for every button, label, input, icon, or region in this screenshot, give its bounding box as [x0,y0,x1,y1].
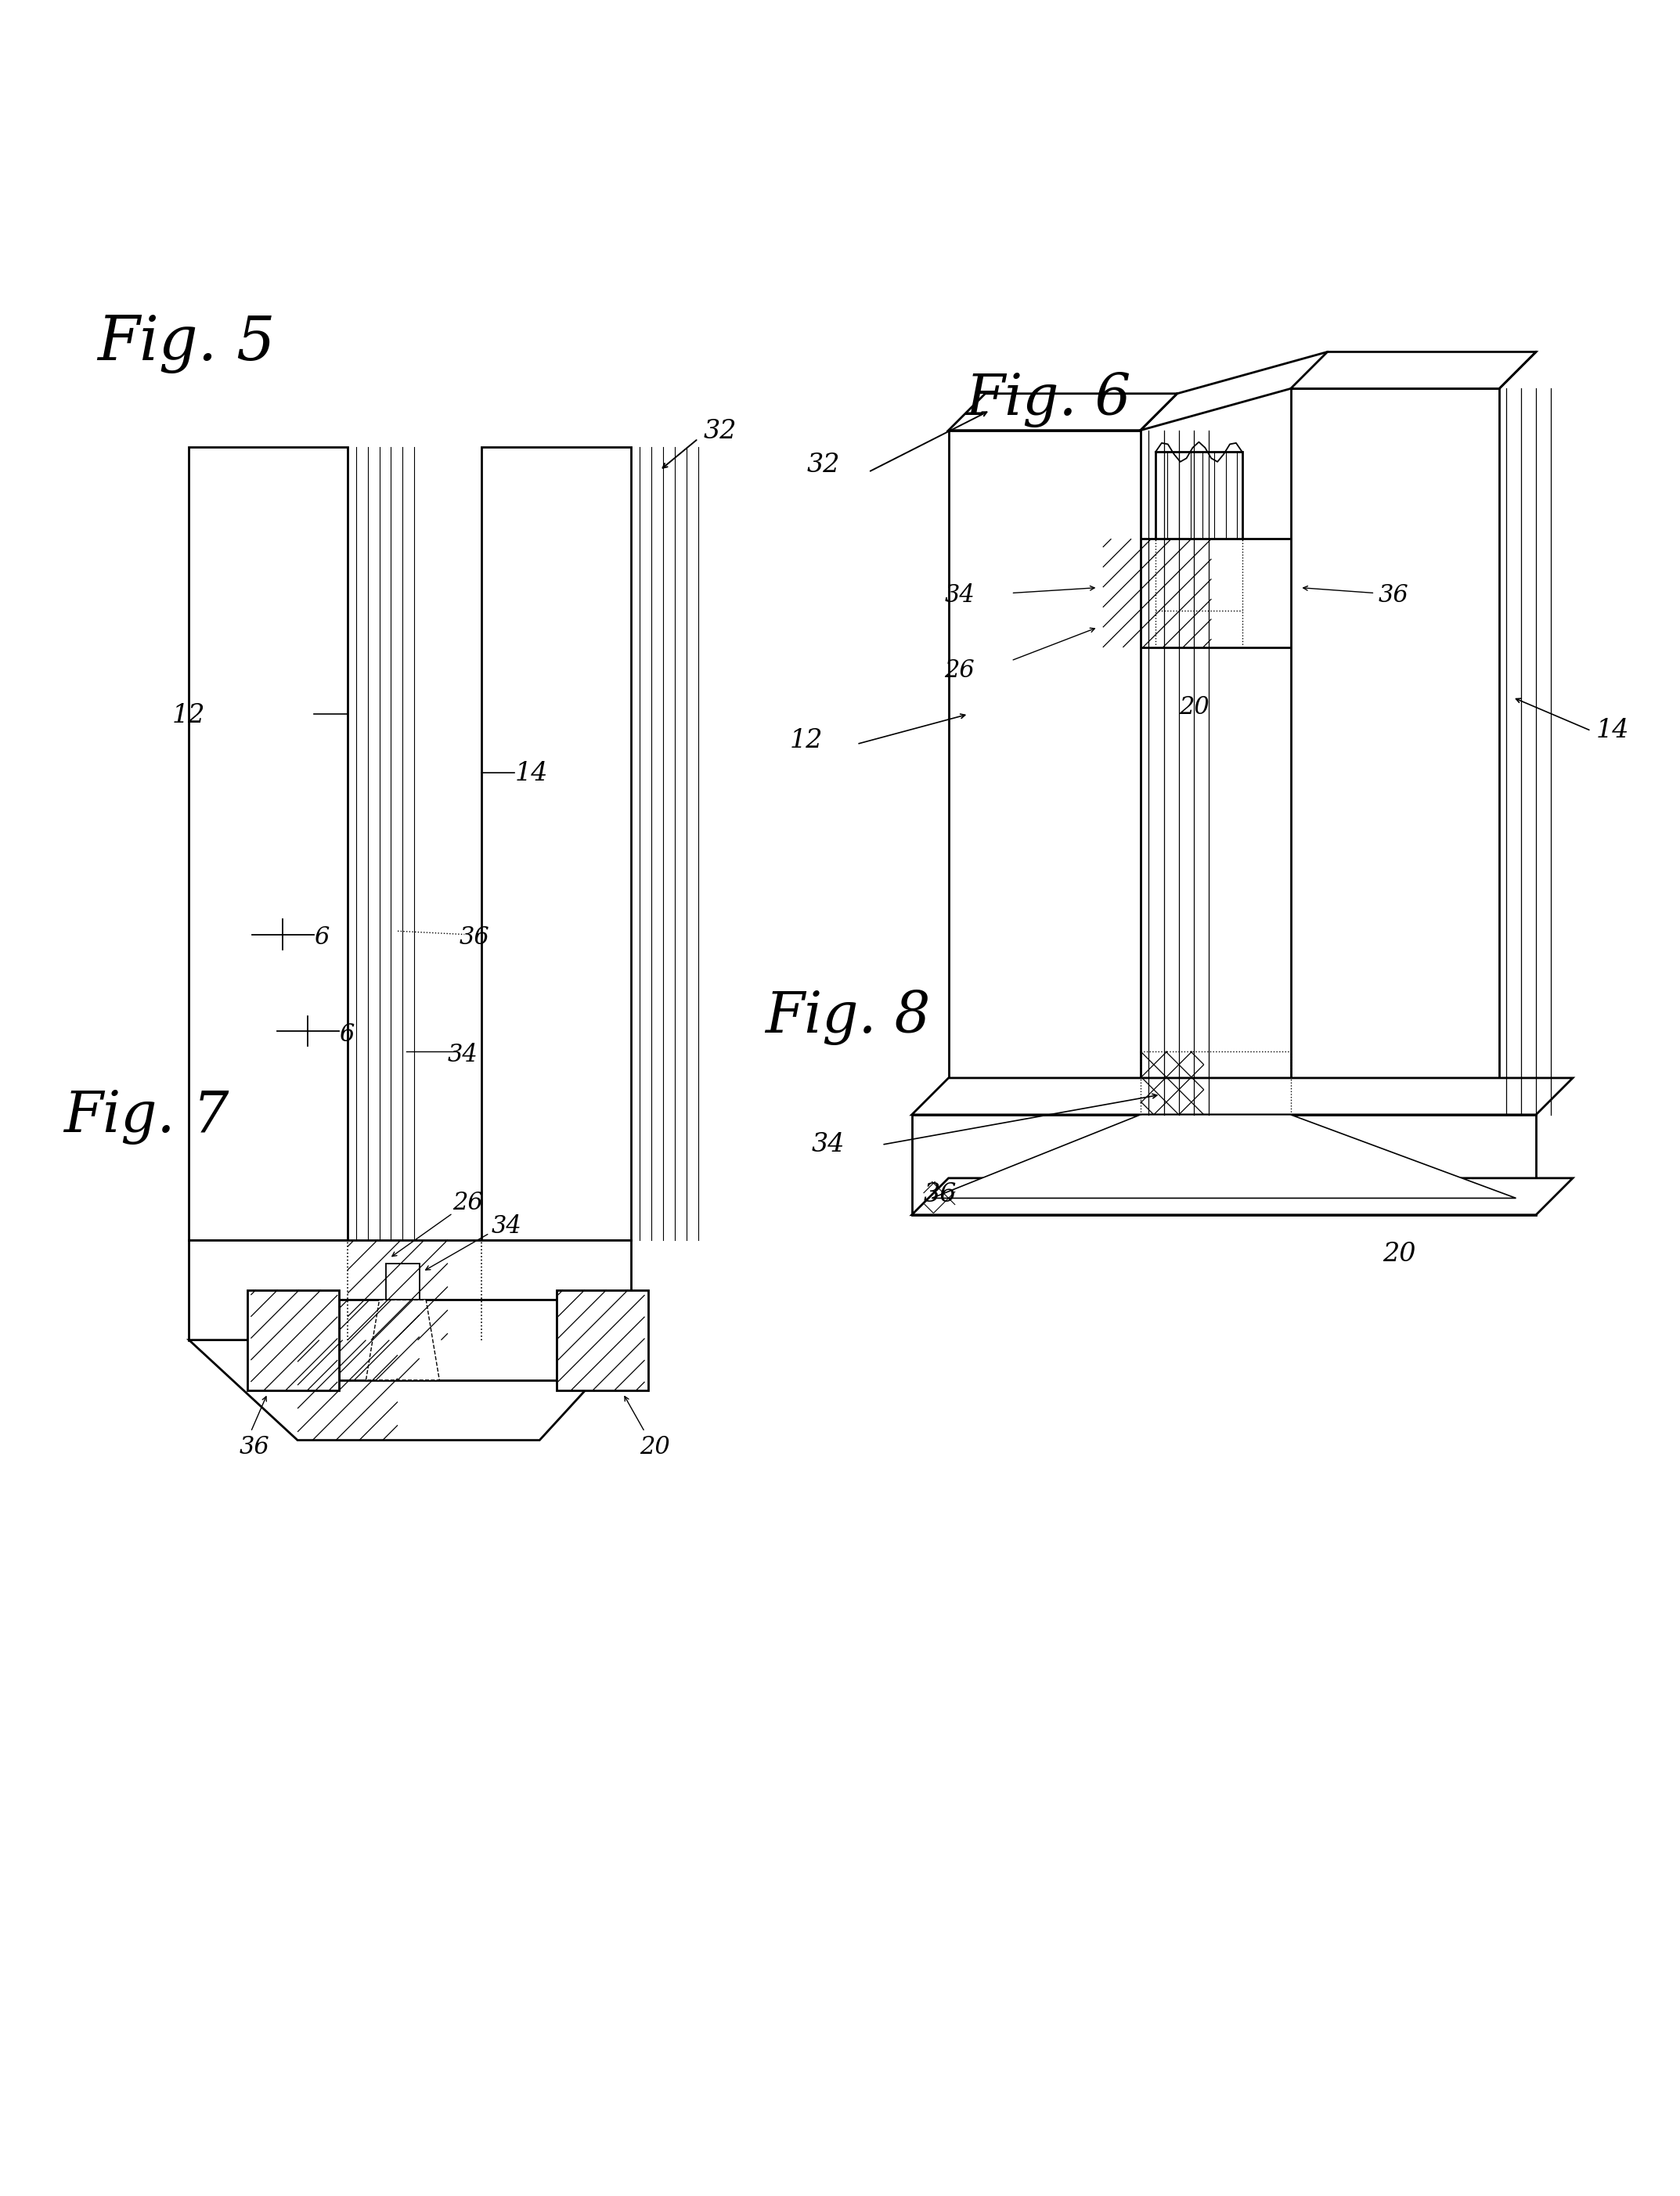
Text: Fig. 8: Fig. 8 [764,990,931,1045]
Text: 34: 34 [944,582,974,608]
Text: 36: 36 [1378,582,1408,608]
Polygon shape [932,1116,1515,1199]
Polygon shape [1290,389,1499,1116]
Text: 14: 14 [1596,718,1630,742]
Text: 32: 32 [704,419,736,444]
Text: 6: 6 [314,927,329,951]
Polygon shape [366,1300,440,1379]
Polygon shape [912,1116,1536,1214]
Text: 26: 26 [454,1190,484,1214]
Text: 34: 34 [449,1043,479,1067]
Polygon shape [912,1078,1572,1116]
Polygon shape [949,393,1178,430]
Text: 26: 26 [944,659,974,683]
Text: 36: 36 [924,1181,956,1208]
Text: 34: 34 [811,1131,845,1157]
Polygon shape [339,1300,556,1379]
Polygon shape [1290,351,1536,389]
Text: Fig. 6: Fig. 6 [966,371,1131,428]
Polygon shape [556,1289,648,1390]
Text: 6: 6 [339,1023,354,1047]
Polygon shape [247,1289,339,1390]
Polygon shape [1156,452,1242,538]
Text: Fig. 5: Fig. 5 [97,314,276,373]
Text: 34: 34 [491,1214,521,1239]
Text: Fig. 7: Fig. 7 [64,1089,230,1144]
Text: 14: 14 [514,762,548,786]
Polygon shape [480,448,632,1241]
Polygon shape [386,1263,420,1300]
Text: 12: 12 [173,703,205,727]
Polygon shape [190,1241,632,1340]
Text: 20: 20 [1383,1243,1416,1267]
Text: 12: 12 [790,727,823,753]
Polygon shape [190,1340,632,1441]
Polygon shape [912,1177,1572,1214]
Text: 36: 36 [239,1434,269,1458]
Polygon shape [190,448,348,1241]
Text: 36: 36 [459,927,491,951]
Polygon shape [949,430,1141,1116]
Text: 32: 32 [806,452,840,477]
Text: 20: 20 [640,1434,670,1458]
Polygon shape [1102,538,1295,648]
Text: 20: 20 [1179,696,1210,720]
